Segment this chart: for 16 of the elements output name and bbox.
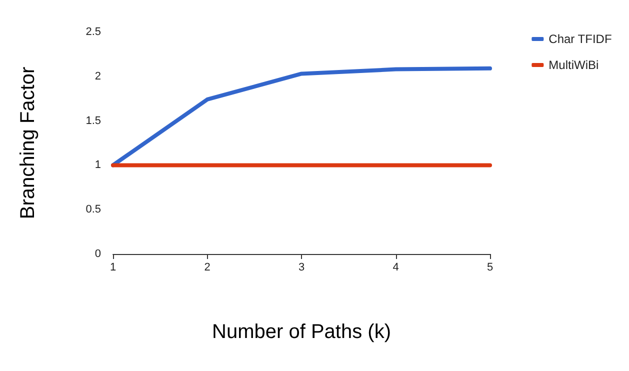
y-axis-title: Branching Factor bbox=[17, 66, 39, 220]
x-axis-title: Number of Paths (k) bbox=[212, 321, 391, 343]
x-tick-label: 3 bbox=[298, 262, 305, 274]
x-tick-label: 5 bbox=[486, 262, 494, 274]
legend-label: Char TFIDF bbox=[548, 32, 612, 46]
y-tick-label: 1.5 bbox=[86, 114, 101, 127]
y-tick-label: 1 bbox=[94, 159, 101, 172]
y-tick-label: 0 bbox=[94, 248, 101, 260]
y-tick-label: 2 bbox=[94, 70, 101, 82]
x-tick-label: 4 bbox=[392, 262, 399, 274]
legend-label: MultiWiBi bbox=[548, 58, 599, 72]
y-tick-label: 0.5 bbox=[86, 204, 101, 216]
x-tick-label: 2 bbox=[204, 262, 210, 274]
y-tick-label: 2.5 bbox=[86, 26, 101, 38]
x-tick-label: 1 bbox=[110, 262, 116, 274]
line-series bbox=[111, 66, 492, 168]
